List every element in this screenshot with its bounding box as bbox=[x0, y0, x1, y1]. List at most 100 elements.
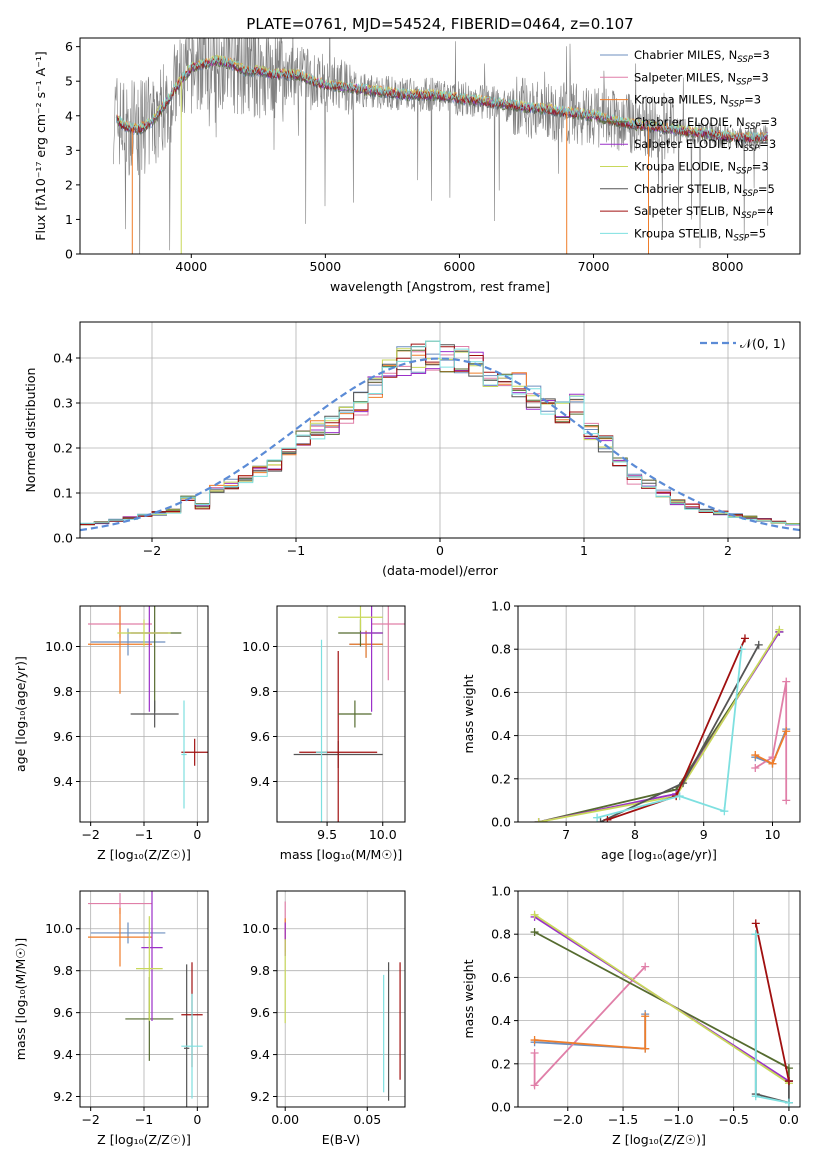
weight_vs_age-xlabel: age [log₁₀(age/yr)] bbox=[601, 847, 717, 862]
weight-marker bbox=[782, 796, 791, 805]
spectrum-plot-area bbox=[113, 38, 769, 254]
weight-marker bbox=[603, 815, 612, 822]
mass_vs_Z-ylabel: mass [log₁₀(M/M☉)] bbox=[13, 938, 28, 1060]
weight-marker bbox=[751, 1092, 760, 1101]
y-tick-label: 0.6 bbox=[491, 685, 511, 700]
weight-marker bbox=[740, 634, 749, 643]
x-tick-label: 6000 bbox=[444, 259, 476, 274]
weight-marker bbox=[534, 818, 543, 822]
weight-line bbox=[754, 923, 790, 1082]
x-tick-label: −1 bbox=[287, 543, 305, 558]
mass_vs_Z-xlabel: Z [log₁₀(Z/Z☉)] bbox=[97, 1132, 191, 1147]
x-tick-label: −2 bbox=[143, 543, 161, 558]
y-tick-label: 9.4 bbox=[53, 774, 73, 789]
x-tick-label: −2 bbox=[81, 827, 99, 842]
weight-marker bbox=[751, 751, 760, 760]
x-tick-label: 0.0 bbox=[779, 1112, 799, 1127]
weight_vs_Z-ylabel: mass weight bbox=[461, 959, 476, 1038]
x-tick-label: 0 bbox=[193, 827, 201, 842]
age_vs_mass-xlabel: mass [log₁₀(M/M☉)] bbox=[280, 847, 402, 862]
weight_vs_age-plot-area bbox=[534, 625, 791, 822]
axes-frame bbox=[517, 890, 801, 1108]
residual-histogram bbox=[80, 340, 800, 525]
y-tick-label: 9.6 bbox=[53, 1005, 73, 1020]
weight-marker bbox=[530, 1036, 539, 1045]
figure-title: PLATE=0761, MJD=54524, FIBERID=0464, z=0… bbox=[246, 15, 633, 33]
y-tick-label: 0.0 bbox=[53, 531, 73, 546]
residuals-xlabel: (data-model)/error bbox=[382, 563, 499, 578]
y-tick-label: 9.4 bbox=[53, 1047, 73, 1062]
x-tick-label: 1 bbox=[580, 543, 588, 558]
weight-marker bbox=[530, 928, 539, 937]
spectrum-axes: 4000 5000 6000 7000 8000 0 1 2 3 4 5 6 wavelength [A… bbox=[33, 37, 801, 294]
weight-marker bbox=[641, 1044, 650, 1053]
y-tick-label: 0.4 bbox=[53, 351, 73, 366]
weight-marker bbox=[751, 930, 760, 939]
mass_vs_Z-plot-area bbox=[88, 891, 203, 1107]
mass_vs_ebv-plot-area bbox=[284, 901, 401, 1101]
weight-marker bbox=[754, 640, 763, 649]
residuals-plot-area bbox=[80, 340, 800, 532]
spectrum-ylabel: Flux [fλ10⁻¹⁷ erg cm⁻² s⁻¹ A⁻¹] bbox=[33, 51, 48, 240]
axes-frame bbox=[79, 321, 801, 539]
y-tick-label: 9.6 bbox=[250, 729, 270, 744]
residuals-ylabel: Normed distribution bbox=[23, 368, 38, 493]
y-tick-label: 9.4 bbox=[250, 1047, 270, 1062]
y-tick-label: 5 bbox=[65, 74, 73, 89]
legend-entry: Salpeter STELIB, NSSP=4 bbox=[634, 204, 774, 221]
x-tick-label: 10.0 bbox=[369, 827, 397, 842]
weight-marker bbox=[751, 919, 760, 928]
weight-marker bbox=[530, 1081, 539, 1090]
weight-line bbox=[596, 649, 743, 819]
y-tick-label: 1 bbox=[65, 212, 73, 227]
y-tick-label: 10.0 bbox=[242, 639, 270, 654]
x-tick-label: −2 bbox=[81, 1112, 99, 1127]
x-tick-label: −0.5 bbox=[718, 1112, 748, 1127]
y-tick-label: 4 bbox=[65, 108, 73, 123]
axes-frame bbox=[79, 605, 209, 823]
age_vs_Z-axes: −2 −1 0 9.4 9.6 9.8 10.0 Z [log₁₀(Z/Z☉)] age [lo… bbox=[13, 605, 209, 862]
x-tick-label: −1 bbox=[135, 827, 153, 842]
y-tick-label: 0.2 bbox=[53, 441, 73, 456]
x-tick-label: −2.0 bbox=[553, 1112, 583, 1127]
weight-line bbox=[754, 681, 788, 801]
x-tick-label: 10 bbox=[765, 827, 781, 842]
model-spectrum bbox=[115, 57, 769, 143]
weight-marker bbox=[641, 1012, 650, 1021]
x-tick-label: 4000 bbox=[175, 259, 207, 274]
y-tick-label: 9.2 bbox=[250, 1089, 270, 1104]
y-tick-label: 0.2 bbox=[491, 1056, 511, 1071]
weight-marker bbox=[593, 813, 602, 822]
weight-marker bbox=[784, 1098, 793, 1107]
weight-marker bbox=[641, 962, 650, 971]
mass_vs_ebv-axes: 0.00 0.05 9.2 9.4 9.6 9.8 10.0 E(B-V) bbox=[242, 890, 406, 1147]
x-tick-label: 7000 bbox=[578, 259, 610, 274]
legend-entry: Salpeter MILES, NSSP=3 bbox=[634, 70, 769, 87]
y-tick-label: 9.6 bbox=[250, 1005, 270, 1020]
y-tick-label: 0.1 bbox=[53, 486, 73, 501]
x-tick-label: 9 bbox=[700, 827, 708, 842]
y-tick-label: 9.2 bbox=[53, 1089, 73, 1104]
y-tick-label: 9.8 bbox=[53, 963, 73, 978]
weight-marker bbox=[530, 1049, 539, 1057]
x-tick-label: −1.0 bbox=[663, 1112, 693, 1127]
y-tick-label: 9.6 bbox=[53, 729, 73, 744]
y-tick-label: 1.0 bbox=[491, 599, 511, 614]
y-tick-label: 0 bbox=[65, 247, 73, 262]
weight-marker bbox=[782, 727, 791, 736]
x-tick-label: 0 bbox=[436, 543, 444, 558]
y-tick-label: 9.8 bbox=[53, 684, 73, 699]
y-tick-label: 10.0 bbox=[242, 921, 270, 936]
weight-marker bbox=[751, 764, 760, 772]
x-tick-label: −1 bbox=[135, 1112, 153, 1127]
age_vs_mass-plot-area bbox=[293, 606, 405, 822]
axes-frame bbox=[276, 605, 406, 823]
axes-frame bbox=[79, 37, 801, 255]
x-tick-label: 2 bbox=[724, 543, 732, 558]
y-tick-label: 9.4 bbox=[250, 774, 270, 789]
y-tick-label: 0.2 bbox=[491, 771, 511, 786]
y-tick-label: 0.4 bbox=[491, 1013, 511, 1028]
axes-frame bbox=[517, 605, 801, 823]
